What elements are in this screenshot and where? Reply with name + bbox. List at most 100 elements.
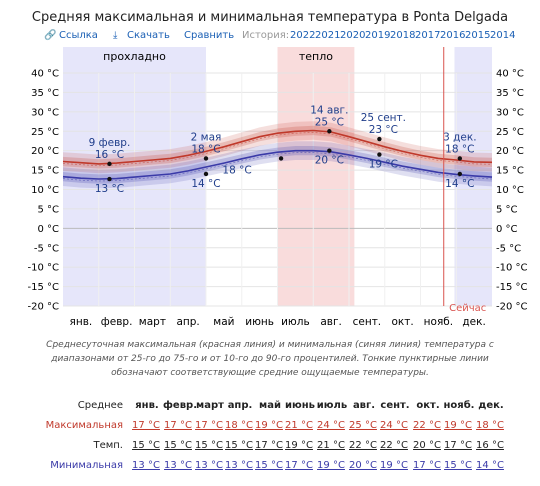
annotation-dot-2 — [203, 156, 209, 161]
annotation-dot-1 — [107, 176, 112, 182]
y-tick-right-7: 5 °C — [496, 204, 518, 215]
table-month-1: февр. — [163, 400, 197, 411]
y-tick-left-0: 40 °C — [31, 69, 59, 80]
annotation-dot-9 — [457, 156, 463, 161]
x-tick-5: июнь — [245, 316, 274, 328]
y-tick-left-4: 20 °C — [31, 146, 59, 157]
chart-title: Средняя максимальная и минимальная темпе… — [31, 10, 509, 25]
x-tick-2: март — [139, 316, 166, 328]
year-link-2014[interactable]: 2014 — [490, 30, 516, 41]
table-month-7: авг. — [352, 400, 376, 411]
table-month-8: сент. — [380, 400, 410, 411]
band-90-high — [63, 121, 492, 174]
table-row-label: Минимальная — [50, 460, 123, 471]
annotation-date-4: 14 авг. — [310, 104, 348, 116]
y-tick-right-4: 20 °C — [496, 146, 524, 157]
table-month-9: окт. — [416, 400, 440, 411]
history-label: История: — [242, 30, 290, 41]
y-tick-left-8: 0 °C — [37, 224, 59, 235]
y-tick-left-1: 35 °C — [31, 88, 59, 99]
season-band-1 — [277, 47, 355, 306]
annotation-dot-10 — [457, 171, 463, 177]
season-label-1: тепло — [299, 50, 333, 63]
x-tick-1: февр. — [101, 316, 133, 328]
compare-button[interactable]: Сравнить — [184, 30, 235, 41]
annotation-dot-7 — [278, 156, 284, 161]
y-tick-right-11: -15 °C — [496, 282, 528, 293]
feels-like-line-low — [62, 152, 493, 182]
year-link-2017[interactable]: 2017 — [415, 30, 441, 41]
annotation-value-8: 19 °C — [369, 159, 398, 171]
table-cell: 13 °C — [132, 460, 160, 471]
table-cell: 21 °C — [317, 440, 345, 451]
x-tick-8: сент. — [353, 316, 382, 328]
year-link-2019[interactable]: 2019 — [365, 30, 391, 41]
annotation-value-7: 18 °C — [222, 164, 251, 176]
y-tick-left-10: -10 °C — [28, 263, 60, 274]
now-label: Сейчас — [449, 303, 486, 314]
year-link-2021[interactable]: 2021 — [315, 30, 341, 41]
download-icon[interactable]: ⤓ — [113, 30, 118, 41]
x-tick-9: окт. — [392, 316, 414, 328]
y-tick-right-0: 40 °C — [496, 69, 524, 80]
y-tick-right-6: 10 °C — [496, 185, 524, 196]
y-tick-right-12: -20 °C — [496, 302, 528, 313]
season-label-0: прохладно — [103, 50, 166, 63]
series-line-low — [62, 149, 493, 180]
y-tick-left-11: -15 °C — [28, 282, 60, 293]
table-row-label: Максимальная — [45, 420, 123, 431]
table-cell: 15 °C — [164, 440, 192, 451]
y-tick-right-9: -5 °C — [496, 243, 521, 254]
y-tick-left-7: 5 °C — [37, 204, 59, 215]
year-link-2016[interactable]: 2016 — [440, 30, 466, 41]
chart-caption: Среднесуточная максимальная (красная лин… — [46, 340, 494, 378]
x-tick-10: нояб. — [424, 316, 453, 328]
annotation-value-10: 14 °C — [445, 178, 474, 190]
annotation-dot-4 — [327, 129, 332, 134]
table-cell: 13 °C — [195, 460, 223, 471]
table-month-2: март — [196, 400, 224, 411]
x-tick-11: дек. — [462, 316, 485, 328]
link-button[interactable]: Ссылка — [59, 30, 98, 41]
annotation-value-2: 18 °C — [191, 143, 220, 155]
y-tick-right-3: 25 °C — [496, 127, 524, 138]
year-link-2015[interactable]: 2015 — [465, 30, 491, 41]
table-cell: 14 °C — [476, 460, 504, 471]
y-tick-right-2: 30 °C — [496, 107, 524, 118]
table-cell: 22 °C — [380, 440, 408, 451]
y-tick-left-12: -20 °C — [28, 302, 60, 313]
table-cell: 24 °C — [317, 420, 345, 431]
feels-like-line-high — [62, 132, 493, 167]
table-cell: 21 °C — [285, 420, 313, 431]
table-cell: 18 °C — [225, 420, 253, 431]
annotation-date-9: 3 дек. — [443, 131, 476, 143]
table-cell: 15 °C — [132, 440, 160, 451]
annotation-dot-0 — [107, 161, 112, 167]
annotation-value-9: 18 °C — [445, 143, 474, 155]
year-link-2018[interactable]: 2018 — [390, 30, 416, 41]
y-tick-left-3: 25 °C — [31, 127, 59, 138]
year-link-2020[interactable]: 2020 — [340, 30, 366, 41]
table-cell: 18 °C — [476, 420, 504, 431]
table-cell: 15 °C — [195, 440, 223, 451]
year-link-2022[interactable]: 2022 — [290, 30, 316, 41]
table-cell: 19 °C — [444, 420, 472, 431]
table-cell: 13 °C — [164, 460, 192, 471]
annotation-value-5: 20 °C — [315, 155, 344, 167]
table-cell: 19 °C — [317, 460, 345, 471]
annotation-value-4: 25 °C — [315, 116, 344, 128]
link-icon[interactable]: 🔗 — [44, 30, 57, 41]
annotation-date-2: 2 мая — [191, 131, 222, 143]
link-bar: 🔗 Ссылка ⤓ Скачать Сравнить История: 202… — [0, 30, 540, 46]
y-tick-left-6: 10 °C — [31, 185, 59, 196]
annotation-date-0: 9 февр. — [89, 137, 131, 149]
table-cell: 19 °C — [255, 420, 283, 431]
table-cell: 16 °C — [476, 440, 504, 451]
annotation-value-3: 14 °C — [191, 178, 220, 190]
download-button[interactable]: Скачать — [127, 30, 170, 41]
annotation-value-6: 23 °C — [369, 124, 398, 136]
annotation-value-1: 13 °C — [95, 183, 124, 195]
table-row: Темп. 15 °C 15 °C 15 °C 15 °C 17 °C 19 °C 21 °C… — [0, 440, 540, 460]
table-month-11: дек. — [478, 400, 504, 411]
annotation-date-6: 25 сент. — [361, 112, 406, 124]
